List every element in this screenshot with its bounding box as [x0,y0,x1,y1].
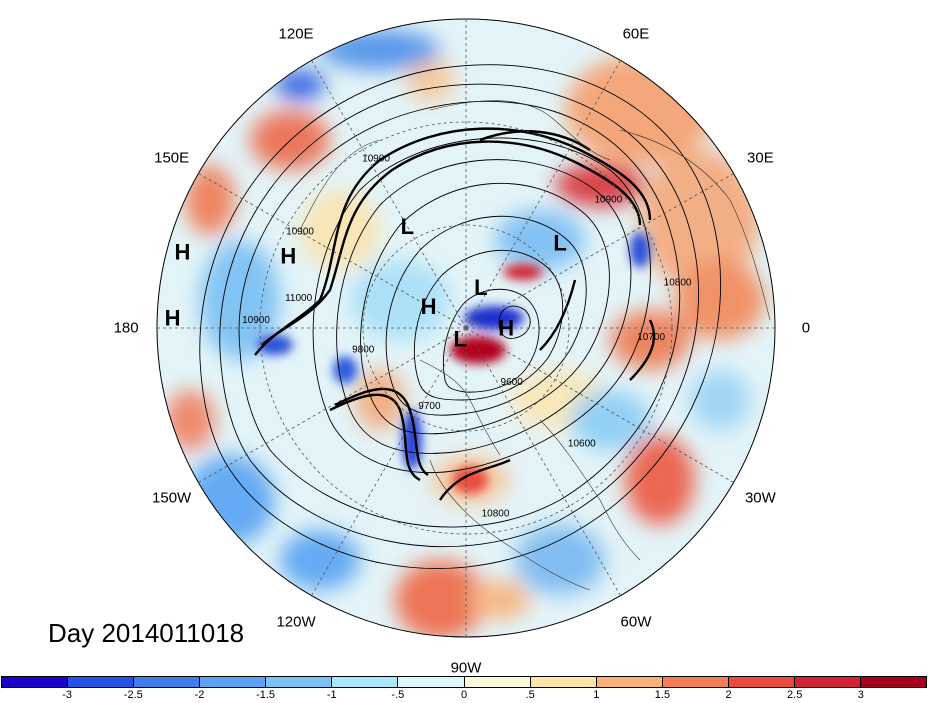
colorbar-tick-label: 1 [593,689,600,701]
low-pressure-marker: L [401,214,414,239]
longitude-label: 60W [620,613,652,631]
longitude-label: 30E [747,149,774,167]
colorbar-swatch [530,677,597,687]
colorbar-swatch [266,677,333,687]
high-pressure-marker: H [165,305,181,330]
colorbar-tick-labels: -3 -2.5 -2 -1.5 -1 -.5 0 .5 1 1.5 2 2.5 3 [0,689,928,703]
colorbar-swatch [200,677,267,687]
contour-label: 10800 [664,278,692,289]
contour-label: 10800 [482,509,510,520]
colorbar-tick-label: 0 [460,689,468,701]
longitude-label: 120E [278,25,314,43]
colorbar-swatch [794,677,862,687]
longitude-label: 30W [744,489,776,507]
colorbar-swatch [596,677,663,687]
contour-labels: 10900 10900 10900 10900 10800 10700 10600 10800… [242,153,692,519]
contour-label: 9700 [418,401,441,412]
high-pressure-marker: H [280,244,296,269]
colorbar-tick-label: -2 [194,689,205,701]
colorbar-tick-label: 3 [857,689,864,701]
jet-contours [254,127,656,501]
high-pressure-marker: H [421,294,437,319]
colorbar-tick-label: -3 [62,689,73,701]
contour-label: 11000 [285,293,313,304]
longitude-label: 90W [450,659,482,677]
longitude-label: 60E [622,25,650,43]
contour-label: 9600 [501,377,524,388]
contour-label: 10700 [637,332,665,343]
latitude-circle [362,224,570,432]
contour-label: 10900 [286,227,314,238]
colorbar-swatch [134,677,201,687]
high-pressure-marker: H [175,240,191,265]
longitude-label: 120W [276,613,316,631]
latitude-circle [259,121,673,535]
colorbar-tick-label: -2.5 [123,689,143,701]
colorbar [1,676,927,688]
colorbar-swatch [464,677,531,687]
low-pressure-marker: L [453,326,466,351]
day-label: Day 2014011018 [48,618,245,648]
contour-label: 10900 [594,194,622,205]
graticule [157,19,775,637]
low-pressure-marker: L [474,275,487,300]
colorbar-tick-label: -1 [326,689,337,701]
colorbar-tick-label: 2 [725,689,732,701]
contour-label: 9800 [352,344,375,355]
contour-label: 10600 [568,438,596,449]
colorbar-swatch [2,677,69,687]
low-pressure-marker: L [553,231,566,256]
colorbar-tick-label: 1.5 [654,689,671,701]
longitude-label: 150E [154,149,190,167]
high-pressure-marker: H [498,316,514,341]
colorbar-tick-label: 2.5 [787,689,803,701]
contour-label: 10900 [242,315,270,326]
colorbar-tick-label: .5 [525,689,535,701]
colorbar-tick-label: -1.5 [256,689,276,701]
longitude-label: 0 [801,319,811,337]
colorbar-swatch [68,677,135,687]
colorbar-swatch [728,677,795,687]
colorbar-swatch [332,677,399,687]
longitude-label: 180 [113,319,139,337]
longitude-label: 150W [152,489,192,507]
contour-label: 10900 [362,153,390,164]
colorbar-swatch [861,677,927,687]
colorbar-swatch [662,677,729,687]
height-contours [199,64,722,569]
colorbar-tick-label: -.5 [391,689,405,701]
coastlines [299,100,771,591]
colorbar-swatch [398,677,465,687]
